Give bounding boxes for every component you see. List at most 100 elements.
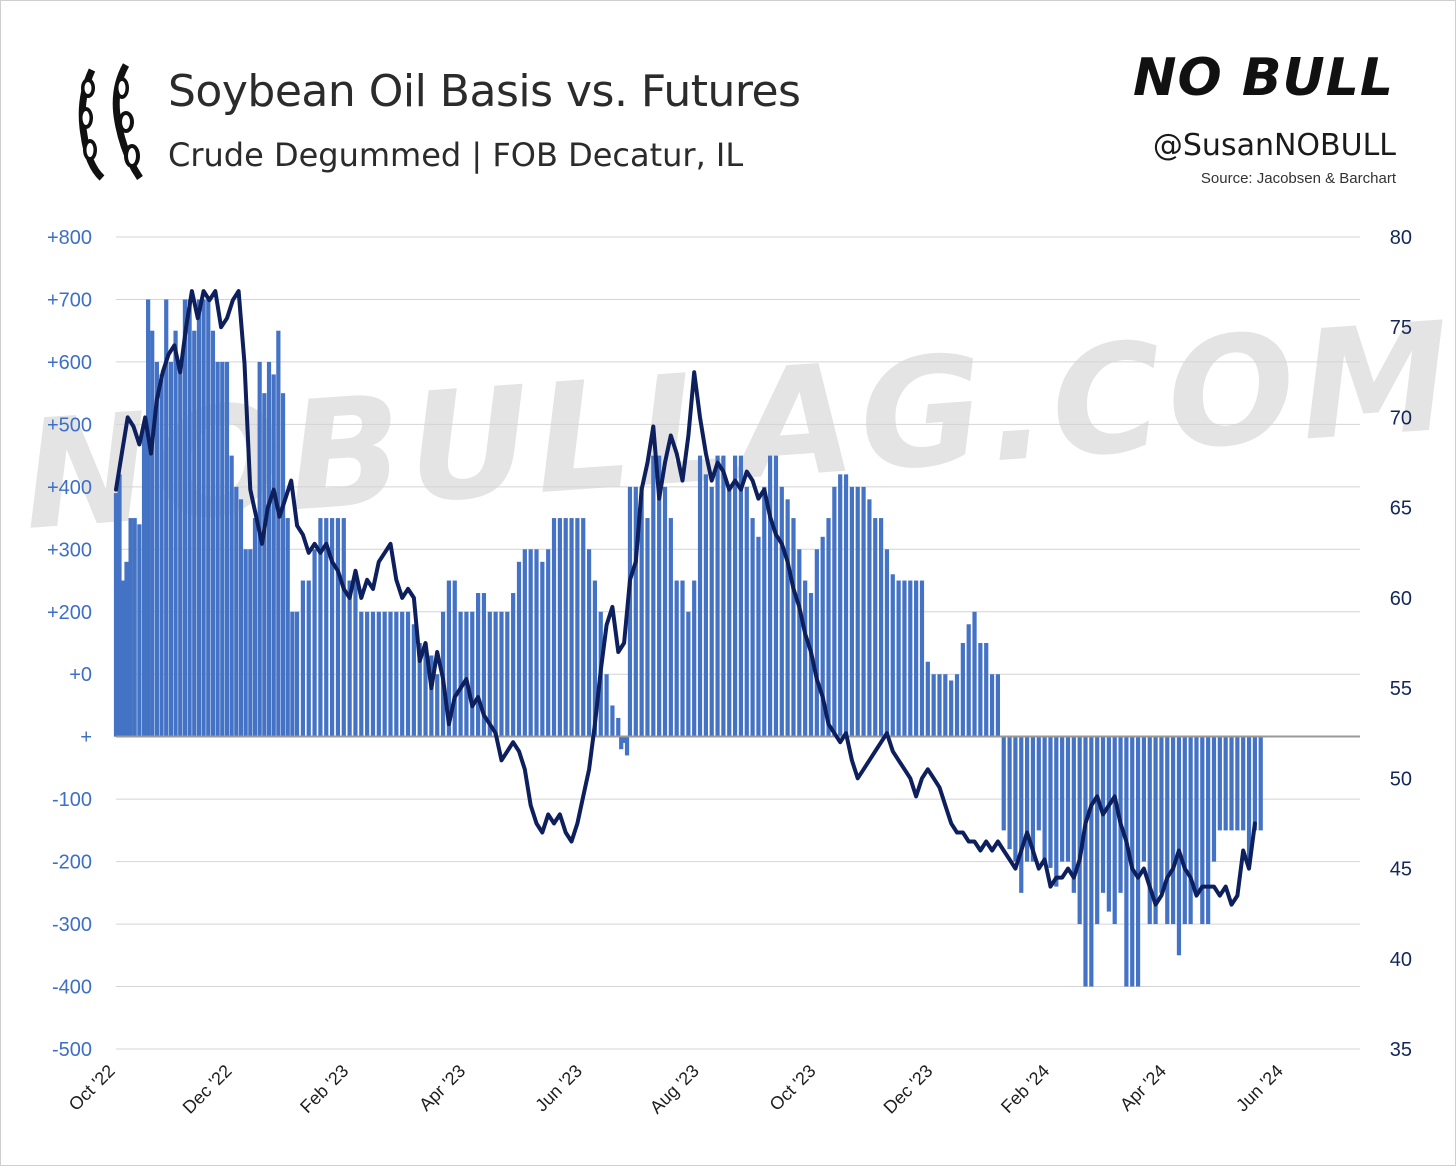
left-tick-label: -400 bbox=[52, 977, 92, 999]
basis-bar bbox=[159, 374, 164, 737]
brand-logo: NO BULL bbox=[1133, 48, 1394, 108]
basis-bar bbox=[341, 518, 346, 737]
basis-bar bbox=[779, 486, 784, 737]
basis-bar bbox=[382, 611, 387, 737]
basis-bar bbox=[1141, 736, 1147, 862]
basis-bar bbox=[224, 361, 230, 737]
basis-bar bbox=[908, 580, 913, 737]
left-tick-label: -300 bbox=[52, 914, 92, 936]
basis-bar bbox=[164, 299, 169, 737]
basis-bar bbox=[192, 330, 197, 737]
left-tick-label: +400 bbox=[47, 477, 92, 499]
right-tick-label: 55 bbox=[1390, 678, 1412, 700]
basis-bar bbox=[861, 486, 866, 737]
basis-bar bbox=[324, 518, 329, 737]
basis-bar bbox=[931, 674, 936, 737]
basis-bar bbox=[1036, 736, 1041, 831]
basis-bar bbox=[855, 486, 860, 737]
basis-bar bbox=[417, 643, 422, 737]
basis-bar bbox=[365, 611, 370, 737]
basis-bar bbox=[639, 486, 644, 737]
left-tick-label: -200 bbox=[52, 852, 92, 874]
chart-title: Soybean Oil Basis vs. Futures bbox=[168, 66, 801, 117]
basis-bar bbox=[808, 593, 814, 737]
basis-bar bbox=[300, 580, 305, 737]
basis-bar bbox=[651, 455, 656, 737]
basis-bar bbox=[257, 361, 262, 737]
basis-bar bbox=[120, 580, 126, 737]
basis-bar bbox=[773, 455, 779, 737]
basis-bar bbox=[1211, 736, 1217, 862]
basis-bar bbox=[966, 624, 971, 737]
left-tick-label: +600 bbox=[47, 352, 92, 374]
basis-bar bbox=[1095, 736, 1100, 925]
basis-bar bbox=[215, 361, 220, 737]
basis-bar bbox=[534, 549, 539, 737]
basis-bar bbox=[124, 561, 129, 737]
basis-bar bbox=[187, 299, 192, 737]
basis-bar bbox=[838, 474, 843, 737]
basis-bar bbox=[370, 611, 376, 737]
x-tick-label: Dec '22 bbox=[179, 1061, 236, 1118]
basis-bar bbox=[727, 486, 732, 737]
basis-bar bbox=[692, 580, 697, 737]
basis-bar bbox=[146, 299, 151, 737]
basis-bar bbox=[452, 580, 457, 737]
basis-bar bbox=[814, 549, 819, 737]
basis-bar bbox=[937, 674, 942, 737]
basis-bar bbox=[1200, 736, 1205, 925]
basis-bar bbox=[1159, 736, 1164, 893]
basis-bar bbox=[150, 330, 155, 737]
basis-bar bbox=[744, 486, 749, 737]
basis-bar bbox=[674, 580, 679, 737]
basis-bar bbox=[210, 330, 216, 737]
source-note: Source: Jacobsen & Barchart bbox=[1200, 170, 1396, 187]
left-tick-label: -500 bbox=[52, 1039, 92, 1061]
basis-bar bbox=[1112, 736, 1117, 925]
basis-bar bbox=[128, 518, 133, 737]
basis-bar bbox=[1246, 736, 1252, 862]
basis-bar bbox=[954, 674, 960, 737]
basis-bar bbox=[750, 518, 755, 737]
basis-bar bbox=[989, 674, 995, 737]
basis-bar bbox=[791, 518, 796, 737]
basis-bar bbox=[925, 661, 930, 737]
x-tick-label: Dec '23 bbox=[880, 1061, 937, 1118]
line-series bbox=[114, 289, 1257, 907]
basis-bar bbox=[622, 736, 627, 743]
basis-bar bbox=[1229, 736, 1234, 831]
basis-bar bbox=[949, 680, 954, 737]
basis-bar bbox=[318, 518, 323, 737]
x-tick-label: Oct '23 bbox=[766, 1061, 820, 1115]
basis-bar bbox=[347, 580, 352, 737]
right-tick-label: 75 bbox=[1390, 317, 1412, 339]
basis-bar bbox=[1042, 736, 1047, 862]
basis-bar bbox=[849, 486, 854, 737]
basis-bar bbox=[972, 611, 977, 737]
basis-bar bbox=[1147, 736, 1152, 925]
basis-bar bbox=[220, 361, 225, 737]
basis-bar bbox=[1106, 736, 1111, 912]
basis-bar bbox=[1048, 736, 1053, 868]
x-tick-label: Feb '24 bbox=[997, 1061, 1053, 1117]
basis-bar bbox=[884, 549, 890, 737]
basis-bar bbox=[168, 361, 173, 737]
basis-bar bbox=[238, 499, 244, 737]
right-tick-label: 70 bbox=[1390, 407, 1412, 429]
basis-bar bbox=[662, 486, 668, 737]
basis-bar bbox=[1235, 736, 1240, 831]
basis-bar bbox=[280, 393, 286, 737]
basis-bar bbox=[411, 624, 416, 737]
basis-bar bbox=[715, 455, 720, 737]
basis-bar bbox=[616, 717, 621, 737]
basis-bar bbox=[234, 486, 239, 737]
basis-bar bbox=[1071, 736, 1076, 893]
basis-bar bbox=[756, 536, 761, 737]
basis-bar bbox=[499, 611, 504, 737]
x-tick-label: Apr '23 bbox=[415, 1061, 469, 1115]
basis-bar bbox=[1001, 736, 1006, 831]
basis-bar bbox=[551, 518, 557, 737]
basis-bar bbox=[1206, 736, 1211, 925]
basis-bar bbox=[627, 486, 633, 737]
basis-bar bbox=[132, 518, 137, 737]
